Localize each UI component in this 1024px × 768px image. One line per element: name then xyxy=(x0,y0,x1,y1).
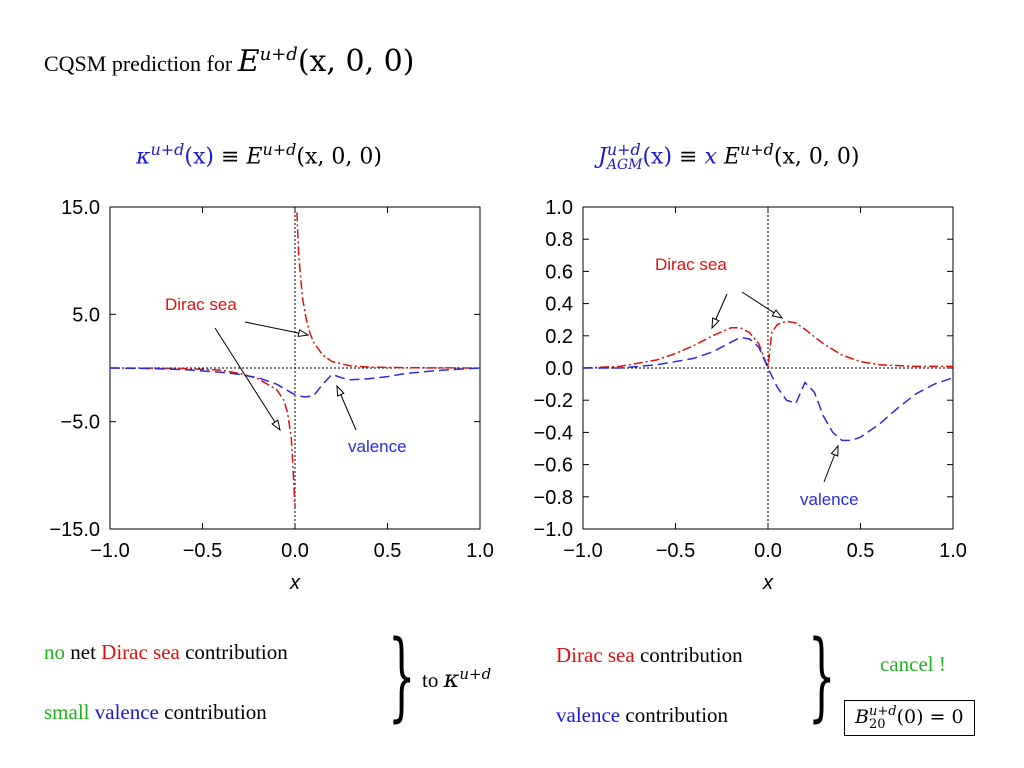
annotation-arrow-line xyxy=(214,327,281,431)
annotation-arrowhead xyxy=(336,384,345,397)
x-tick-label: 0.5 xyxy=(847,540,875,562)
annotation-arrowhead xyxy=(711,317,720,330)
brace-right: } xyxy=(808,620,836,732)
series-line-dirac-sea xyxy=(582,320,953,369)
y-tick-label: −0.4 xyxy=(534,422,573,444)
y-tick-label: 15.0 xyxy=(61,197,100,219)
heading-text: CQSM prediction for xyxy=(44,51,233,76)
note-right-line1: Dirac sea contribution xyxy=(556,643,743,667)
y-tick-label: 0.8 xyxy=(545,229,573,251)
dirac-sea-label: Dirac sea xyxy=(165,295,237,314)
note-to-kappa: to κu+d xyxy=(422,665,492,693)
heading-formula: Eu+d(x, 0, 0) xyxy=(237,44,415,79)
series-line-dirac-sea-x- xyxy=(109,367,296,508)
annotation-arrowhead xyxy=(297,328,310,338)
annotation-arrowhead xyxy=(771,309,784,319)
y-tick-label: 0.6 xyxy=(545,261,573,283)
x-tick-label: −1.0 xyxy=(563,540,602,562)
chart1-title: κu+d(x) ≡ Eu+d(x, 0, 0) xyxy=(136,140,382,170)
x-axis-label: x xyxy=(762,572,774,594)
y-tick-label: −0.6 xyxy=(534,455,573,477)
x-tick-label: 1.0 xyxy=(939,540,967,562)
x-tick-label: 0.5 xyxy=(374,540,402,562)
x-tick-label: −0.5 xyxy=(183,540,222,562)
x-tick-label: 0.0 xyxy=(754,540,782,562)
y-tick-label: 1.0 xyxy=(545,197,573,219)
annotation-arrow-line xyxy=(244,321,309,336)
chart2-jagm: −1.0 −0.5 0.0 0.5 1.0 1.0 0.8 0.6 0.4 0.2 0.0 −0.2 −… xyxy=(534,197,967,594)
valence-label: valence xyxy=(348,437,407,456)
note-right-line2: valence contribution xyxy=(556,703,729,727)
page-heading: CQSM prediction for Eu+d(x, 0, 0) xyxy=(44,44,414,79)
x-tick-label: 0.0 xyxy=(281,540,309,562)
y-tick-label: −0.2 xyxy=(534,390,573,412)
y-tick-label: −1.0 xyxy=(534,519,573,541)
annotation-arrowhead xyxy=(271,419,281,432)
series-line-dirac-sea-x- xyxy=(296,212,481,369)
y-tick-label: 0.2 xyxy=(545,326,573,348)
x-axis-label: x xyxy=(289,572,301,594)
note-left-line1: no net Dirac sea contribution xyxy=(44,640,288,664)
y-tick-label: 0.0 xyxy=(545,358,573,380)
x-tick-label: −0.5 xyxy=(656,540,695,562)
x-tick-label: 1.0 xyxy=(466,540,494,562)
y-tick-label: 0.4 xyxy=(545,294,573,316)
series-line-valence xyxy=(109,367,481,398)
dirac-sea-label: Dirac sea xyxy=(655,255,727,274)
y-tick-label: −0.8 xyxy=(534,487,573,509)
y-tick-label: −15.0 xyxy=(49,519,100,541)
y-tick-label: −5.0 xyxy=(61,412,100,434)
annotation-arrowhead xyxy=(830,444,839,457)
cancel-text: cancel ! xyxy=(880,652,946,676)
y-tick-label: 5.0 xyxy=(72,304,100,326)
brace-left: } xyxy=(388,620,416,732)
valence-label: valence xyxy=(800,490,859,509)
x-tick-label: −1.0 xyxy=(90,540,129,562)
note-left-line2: small valence contribution xyxy=(44,700,267,724)
chart1-kappa: −1.0 −0.5 0.0 0.5 1.0 15.0 5.0 −5.0 −15.0 x Dirac … xyxy=(49,197,494,594)
